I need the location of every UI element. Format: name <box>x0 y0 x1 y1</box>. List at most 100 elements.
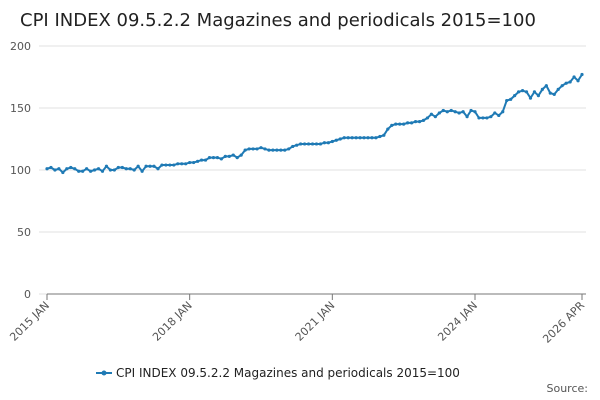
point <box>176 162 180 166</box>
point <box>409 121 414 125</box>
point <box>509 97 513 101</box>
point <box>560 84 564 88</box>
point <box>421 118 426 122</box>
point <box>346 136 350 140</box>
point <box>85 167 89 171</box>
point <box>516 90 521 94</box>
source: Source: <box>547 382 589 395</box>
point <box>223 154 227 158</box>
point <box>120 165 124 170</box>
point <box>556 87 560 91</box>
y-tick-label: 200 <box>10 40 31 53</box>
point <box>140 169 144 173</box>
point <box>402 122 406 126</box>
point <box>457 111 461 115</box>
point <box>92 168 97 172</box>
point <box>239 153 243 157</box>
point <box>112 168 116 172</box>
point <box>362 136 366 140</box>
point <box>61 170 65 175</box>
legend-label: CPI INDEX 09.5.2.2 Magazines and periodi… <box>116 366 460 380</box>
point <box>374 136 378 140</box>
point <box>45 167 49 171</box>
point <box>580 72 584 77</box>
point <box>53 168 57 172</box>
point <box>235 156 239 160</box>
point <box>544 84 548 88</box>
point <box>255 147 259 151</box>
point <box>497 113 501 118</box>
point <box>104 164 109 168</box>
point <box>100 169 105 173</box>
point <box>302 142 307 146</box>
point <box>192 160 196 165</box>
point <box>299 142 303 146</box>
point <box>267 148 271 152</box>
point <box>128 167 132 171</box>
point <box>65 167 69 171</box>
point <box>136 164 140 168</box>
point <box>433 115 437 119</box>
point <box>453 110 457 114</box>
x-tick-label: 2018 JAN <box>150 299 195 344</box>
x-tick-label: 2026 APR <box>540 299 587 346</box>
point <box>485 116 489 120</box>
point <box>358 136 362 140</box>
point <box>124 167 128 171</box>
point <box>132 168 136 172</box>
point <box>180 162 184 166</box>
point <box>505 98 509 103</box>
point <box>195 159 200 163</box>
point <box>306 142 311 146</box>
point <box>69 165 73 170</box>
point <box>144 164 148 168</box>
point <box>568 80 572 84</box>
point <box>461 110 465 114</box>
point <box>247 147 251 151</box>
point <box>524 90 529 94</box>
point <box>513 94 517 98</box>
x-tick-label: 2015 JAN <box>7 299 52 344</box>
point <box>275 148 279 152</box>
point <box>164 163 168 167</box>
point <box>398 122 402 126</box>
point <box>481 116 485 120</box>
line <box>46 73 583 174</box>
point <box>259 146 263 150</box>
point <box>314 142 319 146</box>
point <box>354 136 358 140</box>
point <box>366 136 370 140</box>
x-tick-label: 2021 JAN <box>293 299 338 344</box>
point <box>489 115 493 119</box>
point <box>429 112 434 116</box>
point <box>318 142 323 146</box>
point <box>152 164 156 168</box>
y-tick-label: 50 <box>17 226 31 239</box>
point <box>406 121 410 125</box>
point <box>211 156 216 160</box>
x-tick-label: 2024 JAN <box>435 299 480 344</box>
point <box>330 139 334 144</box>
y-tick-label: 150 <box>10 102 31 115</box>
point <box>338 137 342 141</box>
point <box>148 164 152 168</box>
point <box>310 142 315 146</box>
point <box>168 163 172 167</box>
point <box>295 143 299 147</box>
y-tick-label: 0 <box>24 288 31 301</box>
point <box>326 141 330 145</box>
point <box>417 120 422 124</box>
point <box>378 134 382 139</box>
point <box>199 158 204 162</box>
point <box>382 133 386 137</box>
point <box>350 136 354 140</box>
point <box>386 127 390 131</box>
point <box>473 110 477 114</box>
point <box>564 81 568 85</box>
point <box>449 108 453 113</box>
point <box>493 111 497 115</box>
point <box>172 163 176 167</box>
point <box>251 147 255 151</box>
point <box>342 136 346 140</box>
point <box>219 157 223 161</box>
